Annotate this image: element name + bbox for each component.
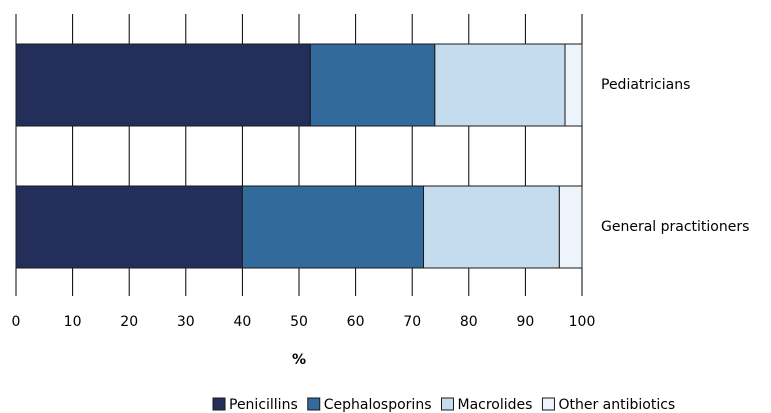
x-tick-label: 30 <box>177 314 195 330</box>
legend-label: Other antibiotics <box>558 397 675 413</box>
legend-swatch <box>307 397 321 411</box>
bar-segment <box>15 43 311 127</box>
legend-label: Macrolides <box>458 397 533 413</box>
x-tick-label: 0 <box>12 314 21 330</box>
x-tick-label: 50 <box>290 314 308 330</box>
category-label: General practitioners <box>601 219 749 235</box>
legend-label: Cephalosporins <box>324 397 432 413</box>
x-tick-label: 80 <box>460 314 478 330</box>
bar-segment <box>309 43 436 127</box>
x-tick-label: 40 <box>233 314 251 330</box>
bar-segment <box>564 43 583 127</box>
x-tick-label: 60 <box>347 314 365 330</box>
legend-label: Penicillins <box>229 397 298 413</box>
x-tick-label: 70 <box>403 314 421 330</box>
bar-segment <box>434 43 566 127</box>
bar-segment <box>241 185 425 269</box>
bar-segment <box>423 185 560 269</box>
legend-swatch <box>212 397 226 411</box>
legend-swatch <box>541 397 555 411</box>
x-tick-label: 10 <box>64 314 82 330</box>
x-tick-label: 90 <box>516 314 534 330</box>
bar-segment <box>558 185 583 269</box>
legend-swatch <box>441 397 454 411</box>
category-label: Pediatricians <box>601 77 690 93</box>
bar-segment <box>15 185 243 269</box>
x-tick-label: 20 <box>120 314 138 330</box>
x-axis-label: % <box>292 352 306 368</box>
x-tick-label: 100 <box>569 314 596 330</box>
